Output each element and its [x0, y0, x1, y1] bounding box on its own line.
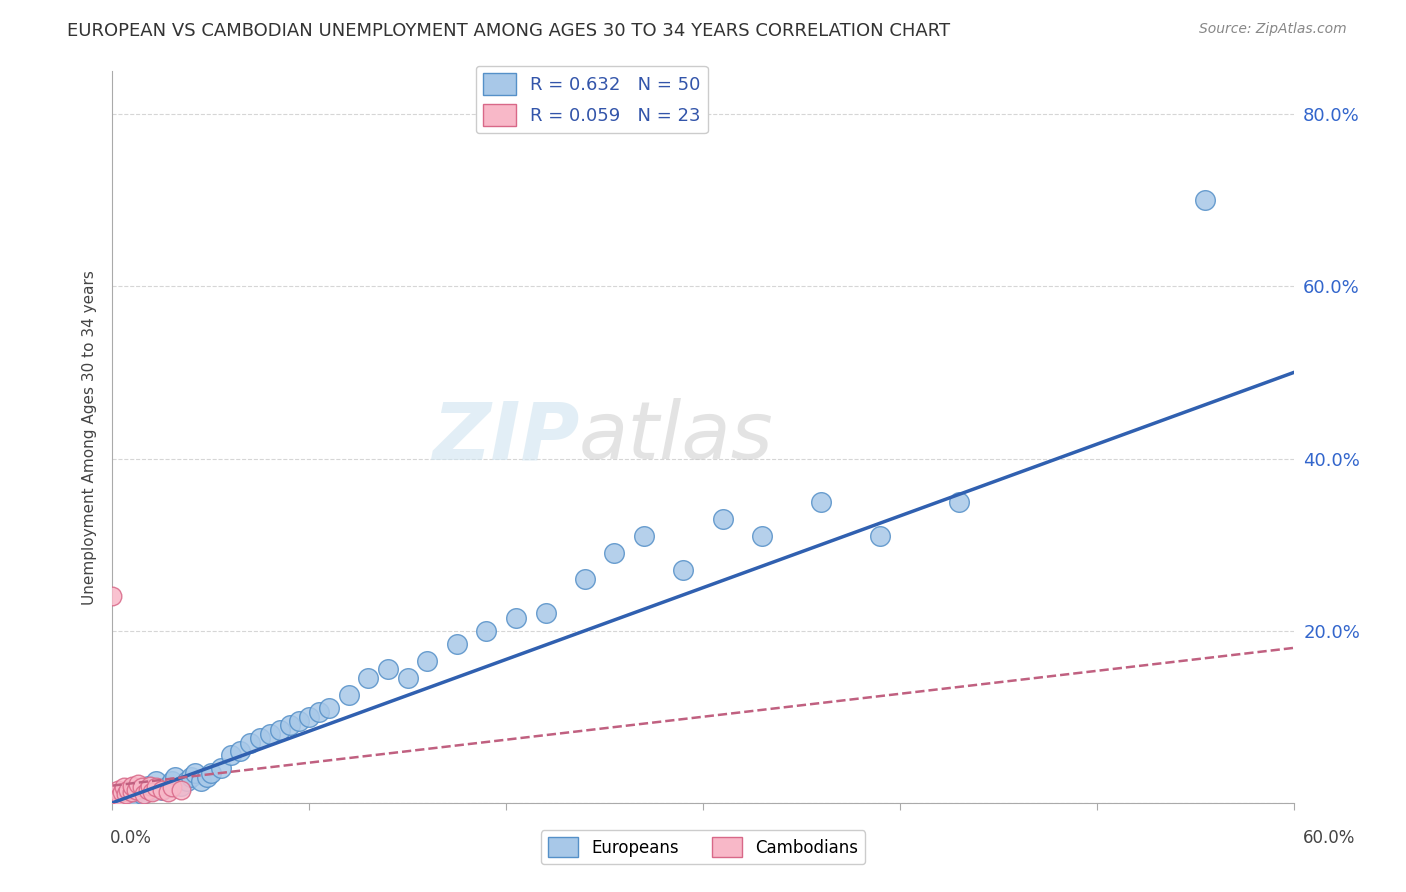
Point	[107, 783, 129, 797]
Point	[131, 780, 153, 795]
Point	[475, 624, 498, 638]
Point	[869, 529, 891, 543]
Point	[377, 662, 399, 676]
Point	[150, 783, 173, 797]
Point	[195, 770, 218, 784]
Point	[633, 529, 655, 543]
Point	[288, 714, 311, 728]
Text: 0.0%: 0.0%	[110, 829, 152, 847]
Point	[101, 589, 124, 603]
Point	[176, 774, 198, 789]
Legend: Europeans, Cambodians: Europeans, Cambodians	[541, 830, 865, 864]
Point	[141, 783, 163, 797]
Point	[132, 787, 155, 801]
Point	[117, 787, 139, 801]
Point	[229, 744, 252, 758]
Point	[127, 777, 149, 791]
Point	[145, 780, 167, 795]
Point	[948, 494, 970, 508]
Point	[121, 779, 143, 793]
Point	[184, 765, 207, 780]
Point	[160, 780, 183, 795]
Point	[125, 783, 148, 797]
Point	[170, 779, 193, 793]
Point	[200, 765, 222, 780]
Point	[269, 723, 291, 737]
Point	[141, 785, 163, 799]
Point	[751, 529, 773, 543]
Point	[318, 701, 340, 715]
Point	[180, 770, 202, 784]
Point	[111, 785, 134, 799]
Point	[396, 671, 419, 685]
Point	[534, 607, 557, 621]
Point	[1194, 194, 1216, 208]
Point	[165, 770, 187, 784]
Point	[416, 654, 439, 668]
Point	[136, 779, 159, 793]
Point	[337, 688, 360, 702]
Y-axis label: Unemployment Among Ages 30 to 34 years: Unemployment Among Ages 30 to 34 years	[82, 269, 97, 605]
Point	[672, 564, 695, 578]
Text: Source: ZipAtlas.com: Source: ZipAtlas.com	[1199, 22, 1347, 37]
Point	[101, 791, 124, 805]
Point	[160, 774, 183, 789]
Point	[117, 783, 139, 797]
Point	[156, 785, 179, 799]
Text: ZIP: ZIP	[432, 398, 579, 476]
Point	[298, 710, 321, 724]
Point	[150, 783, 173, 797]
Point	[446, 637, 468, 651]
Text: EUROPEAN VS CAMBODIAN UNEMPLOYMENT AMONG AGES 30 TO 34 YEARS CORRELATION CHART: EUROPEAN VS CAMBODIAN UNEMPLOYMENT AMONG…	[67, 22, 950, 40]
Point	[249, 731, 271, 746]
Point	[574, 572, 596, 586]
Point	[110, 789, 132, 803]
Point	[603, 546, 626, 560]
Point	[278, 718, 301, 732]
Point	[131, 787, 153, 801]
Point	[357, 671, 380, 685]
Point	[125, 783, 148, 797]
Point	[209, 761, 232, 775]
Point	[156, 779, 179, 793]
Point	[139, 779, 162, 793]
Point	[259, 727, 281, 741]
Point	[219, 748, 242, 763]
Point	[170, 783, 193, 797]
Point	[112, 780, 135, 795]
Point	[136, 783, 159, 797]
Point	[115, 787, 138, 801]
Point	[111, 791, 134, 805]
Point	[810, 494, 832, 508]
Point	[711, 512, 734, 526]
Text: atlas: atlas	[579, 398, 773, 476]
Point	[105, 787, 128, 801]
Point	[505, 611, 527, 625]
Point	[190, 774, 212, 789]
Point	[121, 785, 143, 799]
Point	[239, 735, 262, 749]
Text: 60.0%: 60.0%	[1302, 829, 1355, 847]
Point	[145, 774, 167, 789]
Point	[121, 791, 143, 805]
Point	[308, 706, 330, 720]
